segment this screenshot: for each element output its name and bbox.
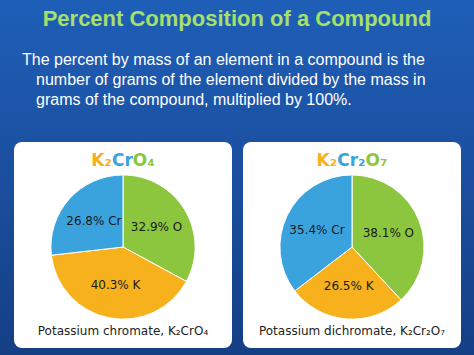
svg-text:K₂: K₂ (317, 150, 338, 170)
svg-text:40.3% K: 40.3% K (91, 278, 142, 292)
svg-text:38.1% O: 38.1% O (363, 226, 414, 240)
html-text:Percent Composition of a Compo: Percent Composition of a Compound (42, 6, 432, 31)
svg-text:O₇: O₇ (366, 150, 388, 170)
svg-text:35.4% Cr: 35.4% Cr (289, 223, 344, 237)
svg-text:O₄: O₄ (133, 150, 155, 170)
svg-text:32.9% O: 32.9% O (131, 220, 182, 234)
svg-text:Potassium dichromate, K₂Cr₂O₇: Potassium dichromate, K₂Cr₂O₇ (259, 324, 445, 338)
svg-text:Potassium chromate, K₂CrO₄: Potassium chromate, K₂CrO₄ (38, 324, 209, 338)
svg-text:K₂: K₂ (91, 150, 112, 170)
svg-text:Cr₂: Cr₂ (337, 150, 365, 170)
svg-text:26.5% K: 26.5% K (324, 279, 375, 293)
svg-text:Cr: Cr (112, 150, 133, 170)
html-text:The percent by mass of an elem: The percent by mass of an element in a c… (22, 51, 426, 108)
svg-text:26.8% Cr: 26.8% Cr (66, 214, 121, 228)
